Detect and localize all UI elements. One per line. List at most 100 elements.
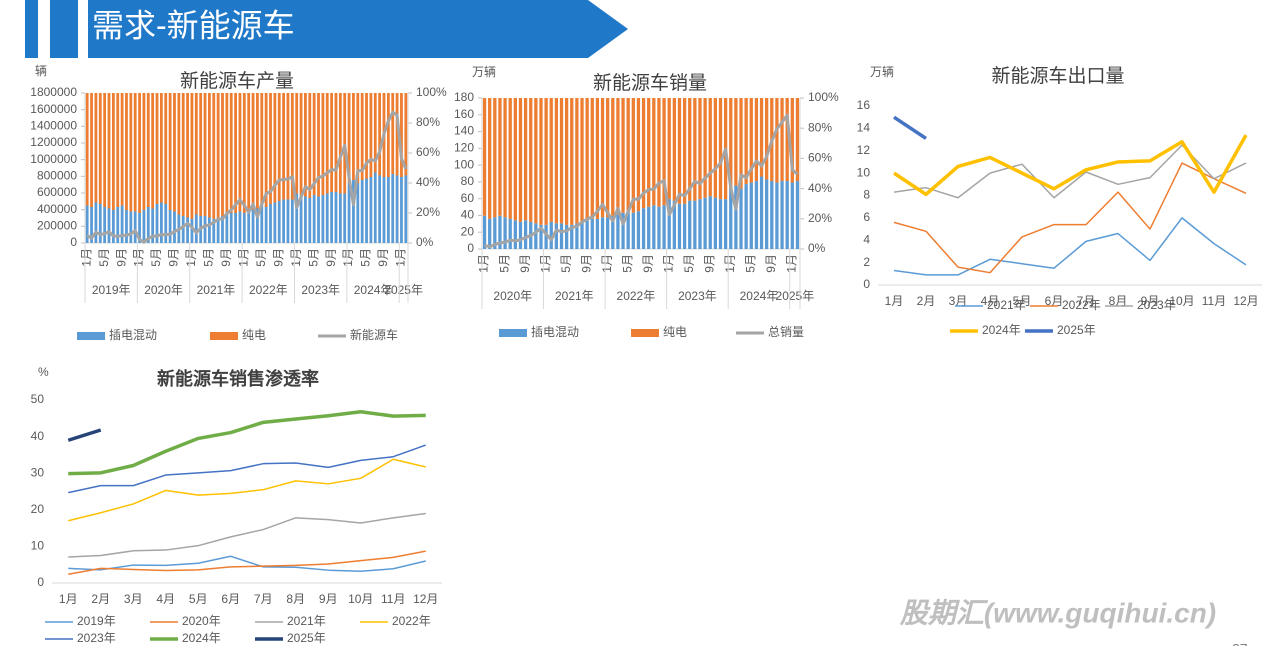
bar-segment [260,93,264,206]
bar-segment [334,93,338,192]
bar-segment [312,195,316,243]
bar-segment [682,98,687,204]
bar-segment [652,205,656,249]
bar-segment [503,217,507,249]
bar-segment [713,197,718,249]
x-tick-label: 1月 [723,254,737,273]
bar-segment [564,98,569,225]
y-tick-label: 80 [461,174,475,188]
bar-segment [269,93,272,204]
x-group-label: 2022年 [617,289,656,303]
bar-segment [559,98,564,224]
bar-segment [308,198,312,243]
x-tick-label: 5月 [189,592,208,606]
bar-segment [734,98,738,186]
bar-segment [173,211,176,243]
y-tick-label: 40 [31,429,45,443]
bar-segment [373,93,377,173]
x-tick-label: 6月 [1045,294,1064,308]
bar-segment [277,93,281,201]
bar-segment [688,98,692,201]
bar-segment [242,93,246,213]
x-tick-label: 5月 [559,254,573,273]
bar-segment [347,183,351,243]
bar-segment [667,199,671,249]
bar-segment [234,213,237,243]
bar-segment [304,93,307,197]
bar-segment [98,93,102,204]
x-tick-label: 1月 [59,592,78,606]
bar-segment [744,98,748,185]
bar-segment [352,180,355,243]
bar-segment [221,93,224,216]
bar-segment [703,98,707,198]
bar-segment [641,98,646,209]
y2-tick-label: 100% [808,90,839,104]
bar-segment [317,196,320,243]
y-tick-label: 1200000 [30,135,77,149]
y-tick-label: 60 [461,191,475,205]
x-group-label: 2025年 [776,289,815,303]
x-tick-label: 9月 [324,248,338,267]
x-tick-label: 9月 [579,254,593,273]
x-tick-label: 6月 [221,592,240,606]
bar-segment [626,98,630,213]
legend-label: 2021年 [287,614,326,628]
bar-segment [559,223,564,249]
bar-segment [713,98,718,198]
bar-segment [595,98,600,219]
bar-segment [395,93,399,176]
bar-segment [488,98,492,219]
y-tick-label: 4 [863,232,870,246]
bar-segment [133,211,137,243]
bar-segment [338,193,342,243]
bar-segment [103,93,107,207]
bar-segment [164,204,168,243]
bar-segment [513,220,517,249]
bar-segment [286,93,290,200]
bar-segment [482,98,487,216]
bar-segment [631,98,635,213]
x-tick-label: 9月 [518,254,532,273]
bar-segment [621,212,625,249]
bar-segment [662,98,666,206]
bar-segment [203,93,207,216]
y-tick-label: 20 [31,502,45,516]
bar-segment [708,196,712,249]
bar-segment [107,93,111,209]
bar-segment [146,93,150,207]
bar-segment [338,93,342,194]
y-tick-label: 0 [70,235,77,249]
x-tick-label: 8月 [1109,294,1128,308]
y-tick-label: 140 [454,124,474,138]
series-line [893,162,1247,274]
legend-label: 2020年 [182,614,221,628]
bar-segment [549,221,553,249]
x-group-label: 2024年 [354,283,393,297]
x-tick-label: 11月 [1202,294,1226,308]
bar-segment [400,177,403,243]
bar-segment [723,199,728,249]
bar-segment [621,98,625,213]
x-group-label: 2019年 [92,283,131,297]
bar-segment [94,202,98,243]
bar-segment [186,93,189,218]
chart-title: 新能源车销售渗透率 [157,368,319,389]
bar-segment [216,217,220,243]
x-tick-label: 1月 [341,248,355,267]
y-tick-label: 10 [857,165,871,179]
bar-segment [238,93,242,212]
series-line [68,409,426,476]
bar-segment [299,93,303,195]
bar-segment [221,216,224,243]
legend-swatch [77,332,105,340]
bar-segment [295,93,299,194]
y-tick-label: 600000 [37,185,77,199]
bar-segment [225,214,229,243]
series-line [86,110,408,244]
bar-segment [677,203,682,249]
x-tick-label: 5月 [682,254,696,273]
bar-segment [780,98,784,182]
bar-segment [159,202,163,243]
